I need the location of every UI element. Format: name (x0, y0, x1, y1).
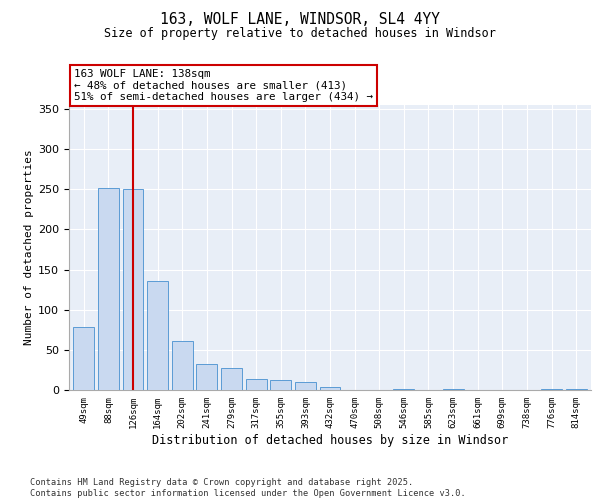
Bar (394, 389, 415, 390)
Bar (295, 382, 316, 390)
Y-axis label: Number of detached properties: Number of detached properties (24, 150, 34, 346)
Bar (541, 389, 562, 390)
Bar (566, 389, 587, 390)
Bar (122, 190, 143, 390)
Bar (270, 380, 291, 390)
Bar (172, 341, 193, 390)
Bar (320, 387, 340, 390)
Bar (221, 368, 242, 390)
Text: 163, WOLF LANE, WINDSOR, SL4 4YY: 163, WOLF LANE, WINDSOR, SL4 4YY (160, 12, 440, 28)
Text: Contains HM Land Registry data © Crown copyright and database right 2025.
Contai: Contains HM Land Registry data © Crown c… (30, 478, 466, 498)
Bar (98, 188, 119, 390)
Text: 163 WOLF LANE: 138sqm
← 48% of detached houses are smaller (413)
51% of semi-det: 163 WOLF LANE: 138sqm ← 48% of detached … (74, 69, 373, 102)
Bar (196, 364, 217, 390)
Bar (147, 281, 168, 390)
X-axis label: Distribution of detached houses by size in Windsor: Distribution of detached houses by size … (152, 434, 508, 447)
Text: Size of property relative to detached houses in Windsor: Size of property relative to detached ho… (104, 28, 496, 40)
Bar (443, 389, 464, 390)
Bar (245, 379, 266, 390)
Bar (73, 326, 94, 390)
